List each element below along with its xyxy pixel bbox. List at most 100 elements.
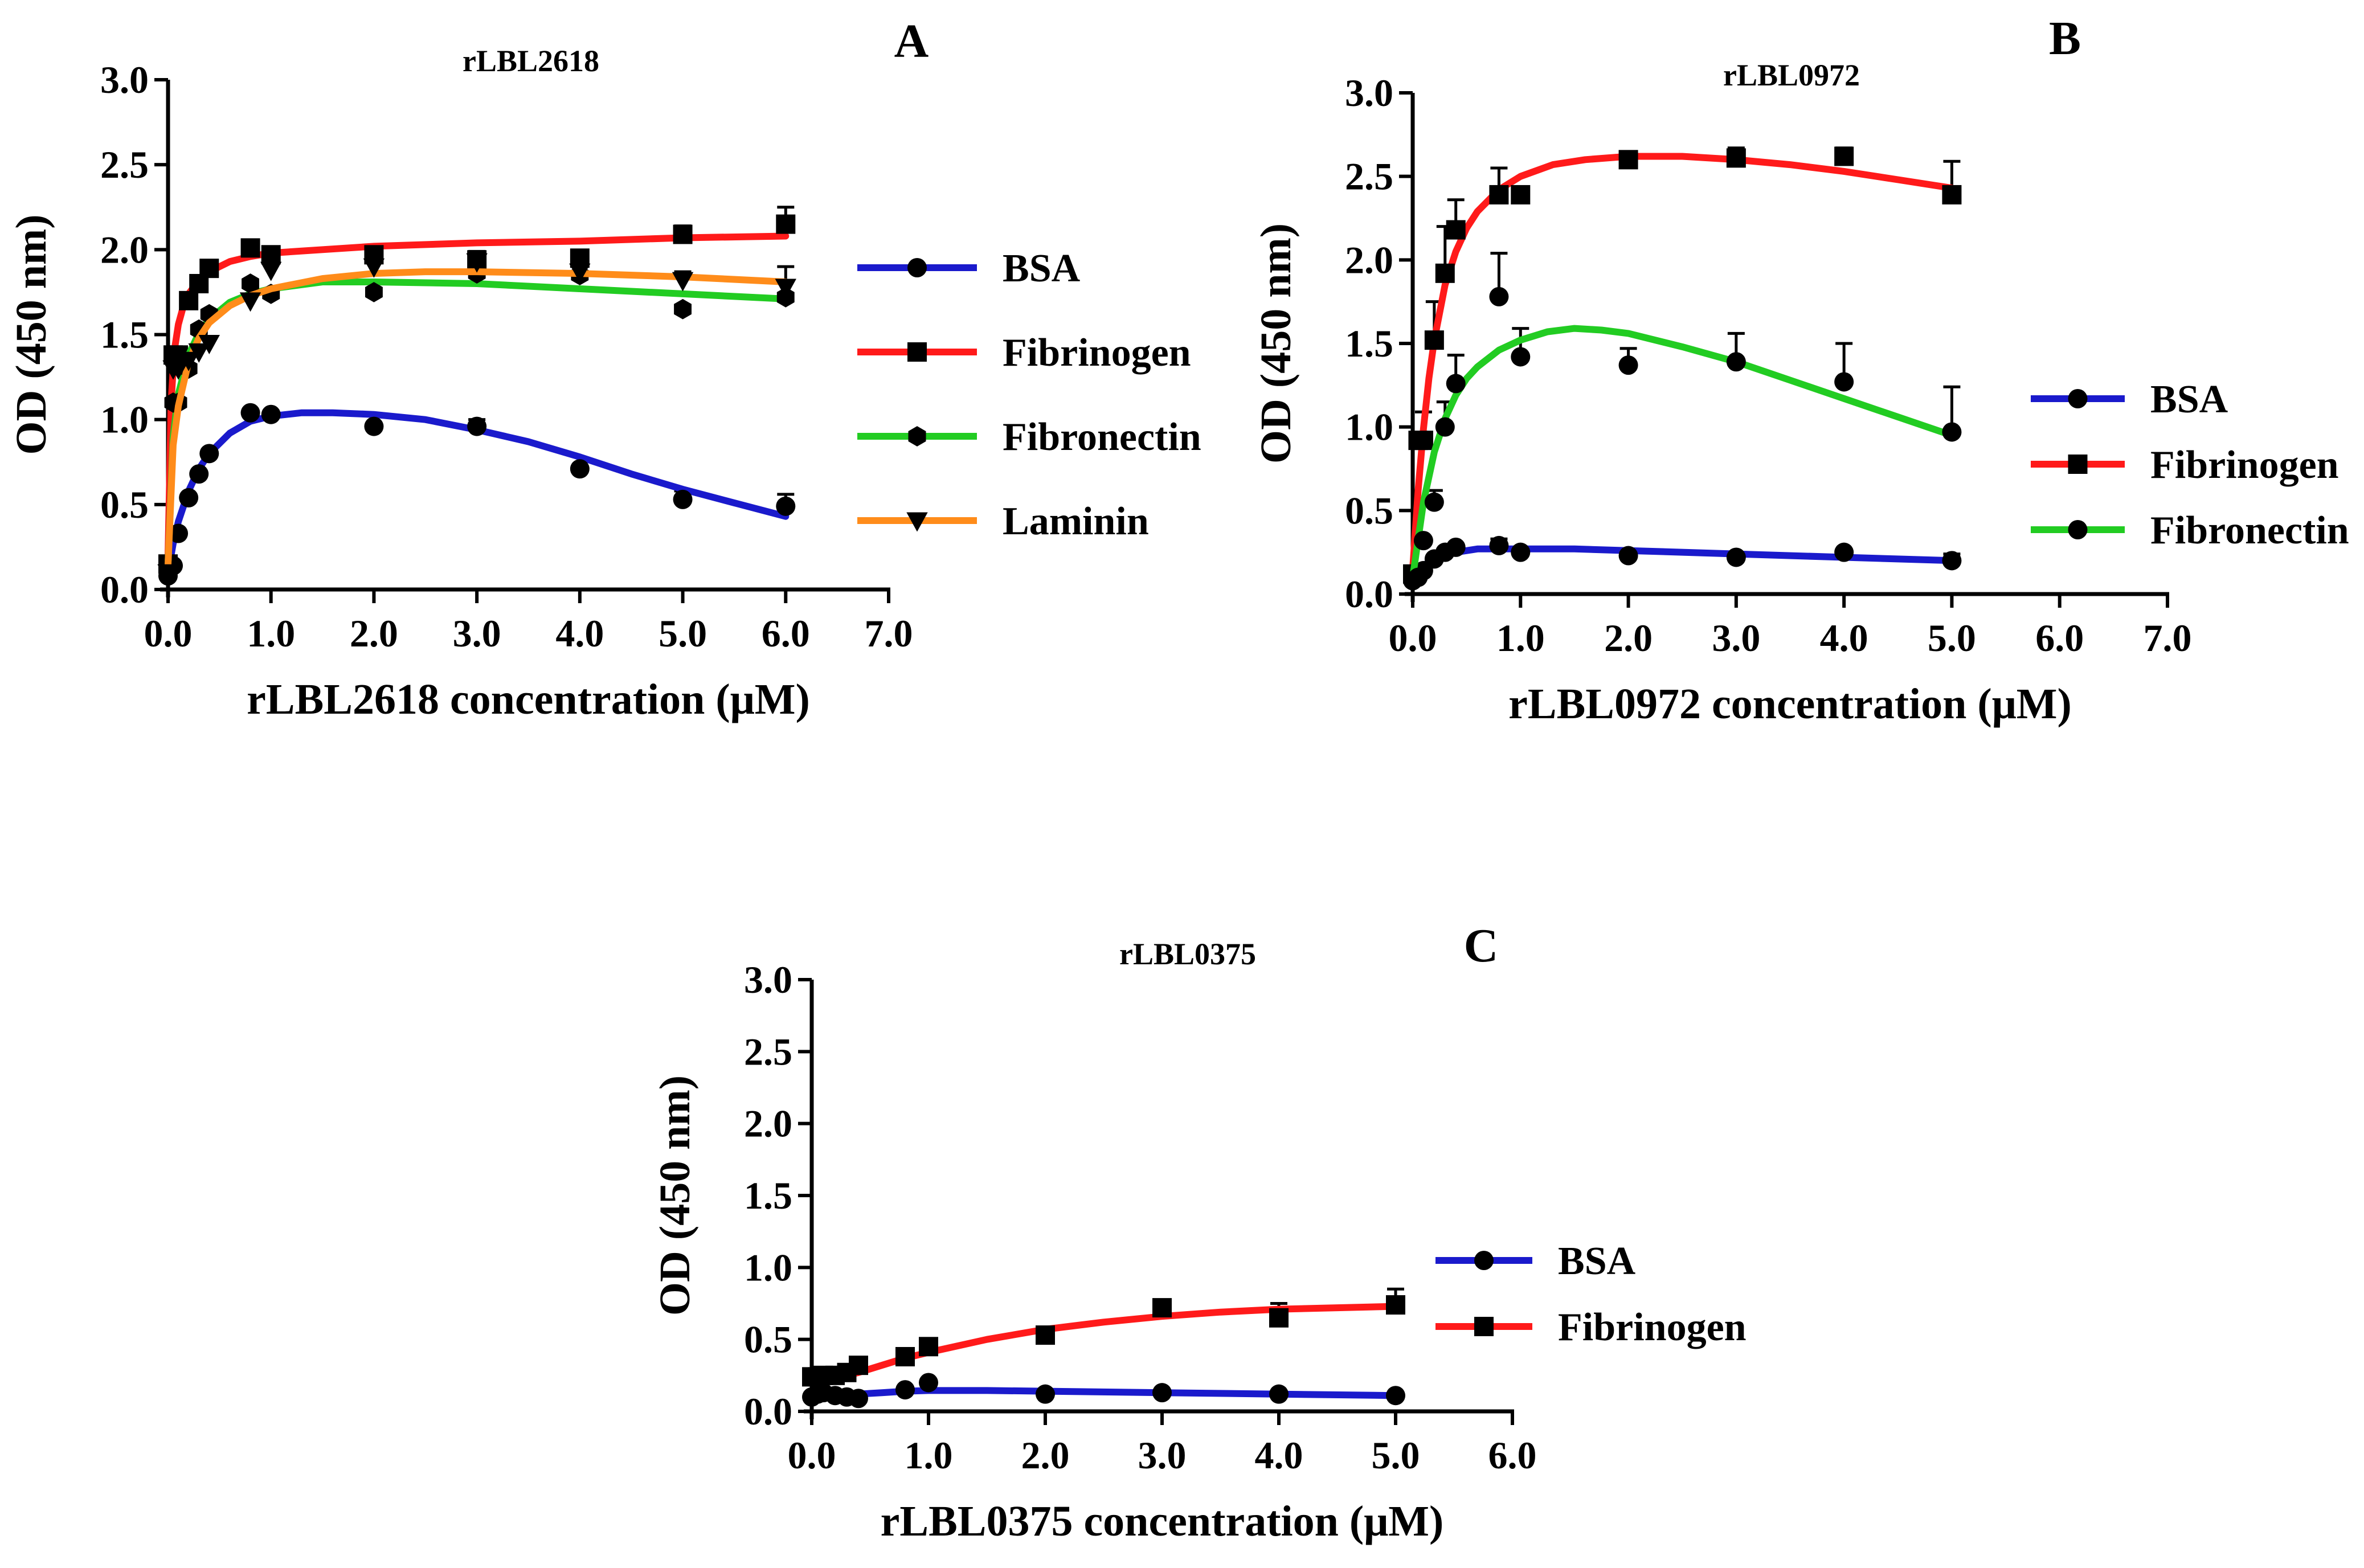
data-point	[199, 259, 219, 279]
x-tick-label: 4.0	[1820, 616, 1868, 660]
data-point	[169, 523, 189, 543]
data-point	[188, 343, 210, 363]
panel-letter: C	[1464, 919, 1499, 972]
data-point	[1446, 537, 1466, 557]
data-point	[674, 298, 692, 320]
x-tick-label: 6.0	[1488, 1434, 1537, 1477]
x-tick-label: 4.0	[1255, 1434, 1303, 1477]
legend-marker	[907, 342, 927, 362]
x-tick-label: 5.0	[1928, 616, 1976, 660]
chart-title: rLBL2618	[463, 44, 599, 78]
fit-curve	[165, 409, 790, 576]
x-tick-label: 7.0	[2144, 616, 2192, 660]
x-tick-label: 3.0	[453, 612, 501, 655]
legend-entry: Fibronectin	[2031, 509, 2349, 552]
panel-c: 0.0 0.5 1.0 1.5 2.0 2.5 3.0 0.0 1.0 2.0 3.0 4.0 5.0 6…	[651, 919, 1747, 1545]
x-tick-label: 1.0	[247, 612, 295, 655]
y-axis-title: OD (450 nm)	[651, 1075, 699, 1316]
y-tick-label: 0.5	[744, 1318, 792, 1361]
data-point	[849, 1389, 868, 1409]
series-bsa	[1403, 535, 1962, 587]
data-point	[1511, 185, 1531, 204]
data-point	[672, 272, 694, 292]
x-tick-label: 4.0	[555, 612, 604, 655]
data-point	[1726, 352, 1746, 372]
legend-entry: Fibrinogen	[1435, 1305, 1747, 1349]
y-tick-label: 1.5	[100, 313, 149, 357]
data-point	[1036, 1325, 1055, 1345]
data-point	[1152, 1298, 1172, 1318]
legend-marker	[1474, 1251, 1494, 1270]
x-tick-label: 0.0	[788, 1434, 836, 1477]
y-tick-label: 3.0	[100, 58, 149, 101]
y-tick-label: 3.0	[744, 958, 792, 1001]
data-point	[1511, 542, 1531, 562]
data-point	[178, 351, 199, 371]
legend-entry: Laminin	[857, 500, 1149, 543]
x-tick-label: 2.0	[1604, 616, 1653, 660]
y-tick-label: 2.0	[744, 1102, 792, 1145]
data-point	[776, 214, 796, 234]
data-point	[1834, 146, 1854, 166]
data-point	[179, 290, 199, 310]
y-tick-label: 2.0	[100, 228, 149, 271]
data-point	[198, 334, 220, 354]
data-point	[919, 1373, 938, 1393]
data-point	[1618, 150, 1638, 170]
data-point	[569, 263, 591, 283]
data-point	[1413, 431, 1433, 451]
series-bsa	[802, 1373, 1405, 1409]
x-tick-label: 5.0	[1372, 1434, 1420, 1477]
data-point	[895, 1380, 915, 1400]
data-point	[189, 464, 209, 484]
data-point	[1435, 417, 1455, 437]
data-point	[775, 279, 796, 298]
data-point	[1408, 567, 1428, 587]
data-point	[1413, 531, 1433, 551]
data-point	[242, 273, 259, 294]
y-tick-label: 2.5	[100, 143, 149, 186]
y-tick-label: 3.0	[1345, 71, 1393, 114]
data-point	[673, 224, 693, 244]
panel-a: 0.0 0.5 1.0 1.5 2.0 2.5 3.0 0.0 1.0 2.0 3.0 4.0 5.0 6…	[7, 15, 1201, 723]
y-tick-label: 1.0	[100, 398, 149, 441]
x-tick-label: 2.0	[350, 612, 398, 655]
legend-marker	[906, 512, 928, 532]
x-tick-label: 1.0	[1496, 616, 1545, 660]
data-point	[1511, 347, 1531, 367]
y-tick-label: 0.0	[100, 568, 149, 611]
x-tick-label: 6.0	[2035, 616, 2084, 660]
data-point	[364, 416, 384, 436]
y-tick-label: 1.5	[1345, 322, 1393, 365]
data-point	[1942, 551, 1962, 571]
data-point	[365, 282, 383, 302]
y-tick-label: 0.0	[1345, 572, 1393, 616]
data-point	[1036, 1384, 1055, 1404]
y-tick-label: 0.0	[744, 1390, 792, 1433]
y-tick-label: 0.5	[1345, 489, 1393, 532]
legend-marker	[907, 258, 927, 277]
data-point	[1942, 422, 1962, 442]
legend-marker	[2068, 455, 2088, 474]
x-tick-label: 5.0	[659, 612, 707, 655]
x-tick-label: 3.0	[1138, 1434, 1187, 1477]
legend-marker	[2068, 520, 2088, 539]
x-tick-label: 7.0	[865, 612, 913, 655]
legend-entry: Fibrinogen	[857, 331, 1191, 375]
y-tick-label: 2.5	[1345, 155, 1393, 198]
data-point	[1726, 148, 1746, 168]
data-point	[261, 245, 281, 265]
data-point	[260, 261, 282, 281]
x-tick-label: 0.0	[144, 612, 193, 655]
fit-curve	[808, 1303, 1399, 1385]
legend-label: BSA	[2150, 378, 2228, 421]
data-point	[1942, 185, 1962, 204]
legend-label: BSA	[1558, 1239, 1636, 1283]
fit-curve	[1409, 545, 1956, 584]
series-bsa	[158, 403, 796, 586]
data-point	[467, 416, 487, 436]
data-point	[363, 258, 385, 278]
legend-label: Fibronectin	[1003, 415, 1201, 459]
legend-label: Fibrinogen	[2150, 443, 2339, 487]
data-point	[157, 564, 179, 584]
